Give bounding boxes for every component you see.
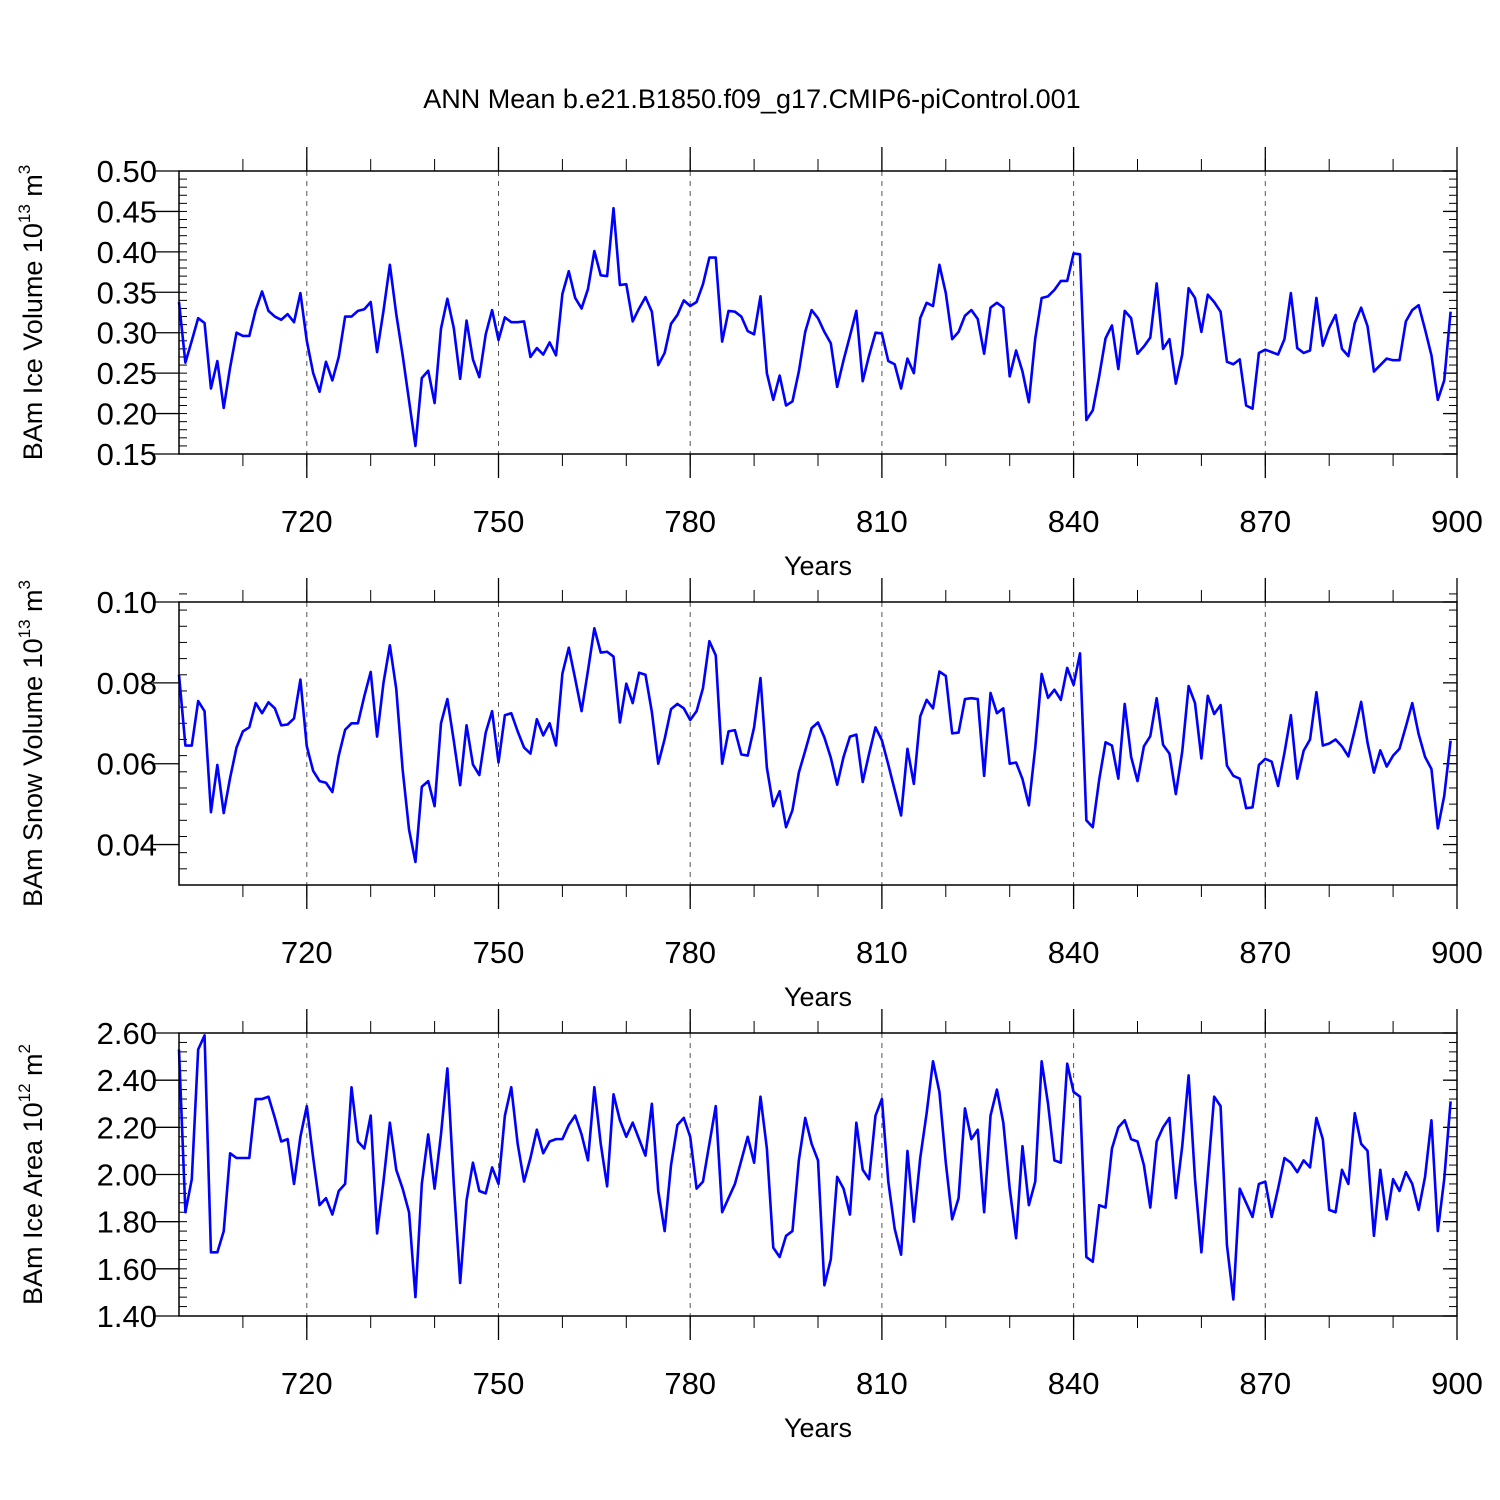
chart-panel-1: 0.15 0.20 0.25 0.30 0.35 0.40 0.45 0.50 720 750 78… bbox=[15, 147, 1483, 581]
chart-panels: 0.15 0.20 0.25 0.30 0.35 0.40 0.45 0.50 720 750 78… bbox=[15, 147, 1483, 1443]
y-tick-label: 1.80 bbox=[97, 1205, 157, 1240]
y-axis-label: BAm Snow Volume 1013 m3 bbox=[15, 580, 48, 907]
x-tick-label: 780 bbox=[664, 1366, 716, 1401]
x-tick-label: 870 bbox=[1239, 1366, 1291, 1401]
y-tick-label: 0.40 bbox=[97, 235, 157, 270]
x-tick-label: 750 bbox=[473, 935, 525, 970]
x-tick-label: 870 bbox=[1239, 504, 1291, 539]
y-axis-label: BAm Ice Area 1012 m2 bbox=[15, 1044, 48, 1305]
x-tick-label: 750 bbox=[473, 1366, 525, 1401]
x-tick-label: 750 bbox=[473, 504, 525, 539]
x-tick-label: 900 bbox=[1431, 935, 1483, 970]
y-tick-label: 0.35 bbox=[97, 275, 157, 310]
series-line-1 bbox=[177, 626, 1452, 864]
y-tick-label: 0.15 bbox=[97, 437, 157, 472]
x-tick-label: 780 bbox=[664, 935, 716, 970]
y-tick-label: 0.04 bbox=[97, 828, 157, 863]
plot-frame bbox=[178, 1032, 1458, 1317]
x-axis-label: Years bbox=[784, 551, 852, 581]
x-tick-label: 720 bbox=[281, 935, 333, 970]
x-tick-label: 780 bbox=[664, 504, 716, 539]
x-tick-label: 840 bbox=[1048, 935, 1100, 970]
x-tick-label: 900 bbox=[1431, 1366, 1483, 1401]
y-tick-label: 2.00 bbox=[97, 1158, 157, 1193]
plot-frame bbox=[178, 170, 1458, 455]
y-tick-label: 2.60 bbox=[97, 1016, 157, 1051]
y-tick-label: 0.25 bbox=[97, 356, 157, 391]
series-line-1 bbox=[177, 1034, 1452, 1301]
y-tick-label: 0.20 bbox=[97, 397, 157, 432]
chart-title: ANN Mean b.e21.B1850.f09_g17.CMIP6-piCon… bbox=[423, 84, 1080, 114]
x-tick-label: 720 bbox=[281, 504, 333, 539]
x-tick-label: 810 bbox=[856, 504, 908, 539]
x-tick-label: 900 bbox=[1431, 504, 1483, 539]
y-tick-label: 2.40 bbox=[97, 1063, 157, 1098]
x-axis-label: Years bbox=[784, 982, 852, 1012]
x-tick-label: 840 bbox=[1048, 1366, 1100, 1401]
y-tick-label: 2.20 bbox=[97, 1110, 157, 1145]
x-axis-label: Years bbox=[784, 1413, 852, 1443]
y-tick-label: 0.45 bbox=[97, 194, 157, 229]
x-tick-label: 720 bbox=[281, 1366, 333, 1401]
y-axis-label: BAm Ice Volume 1013 m3 bbox=[15, 165, 48, 461]
x-tick-label: 810 bbox=[856, 1366, 908, 1401]
y-tick-label: 0.50 bbox=[97, 154, 157, 189]
y-tick-label: 1.40 bbox=[97, 1299, 157, 1334]
y-tick-label: 0.30 bbox=[97, 316, 157, 351]
chart-panel-3: 1.40 1.60 1.80 2.00 2.20 2.40 2.60 720 750 780 810… bbox=[15, 1009, 1483, 1443]
x-tick-label: 810 bbox=[856, 935, 908, 970]
y-tick-label: 0.10 bbox=[97, 585, 157, 620]
x-tick-label: 840 bbox=[1048, 504, 1100, 539]
chart-panel-2: 0.04 0.06 0.08 0.10 720 750 780 810 840 870 900 Yea… bbox=[15, 578, 1483, 1012]
series-line-1 bbox=[177, 206, 1452, 448]
y-tick-label: 0.06 bbox=[97, 747, 157, 782]
y-tick-label: 0.08 bbox=[97, 666, 157, 701]
plot-frame bbox=[178, 601, 1458, 886]
x-tick-label: 870 bbox=[1239, 935, 1291, 970]
y-tick-label: 1.60 bbox=[97, 1252, 157, 1287]
